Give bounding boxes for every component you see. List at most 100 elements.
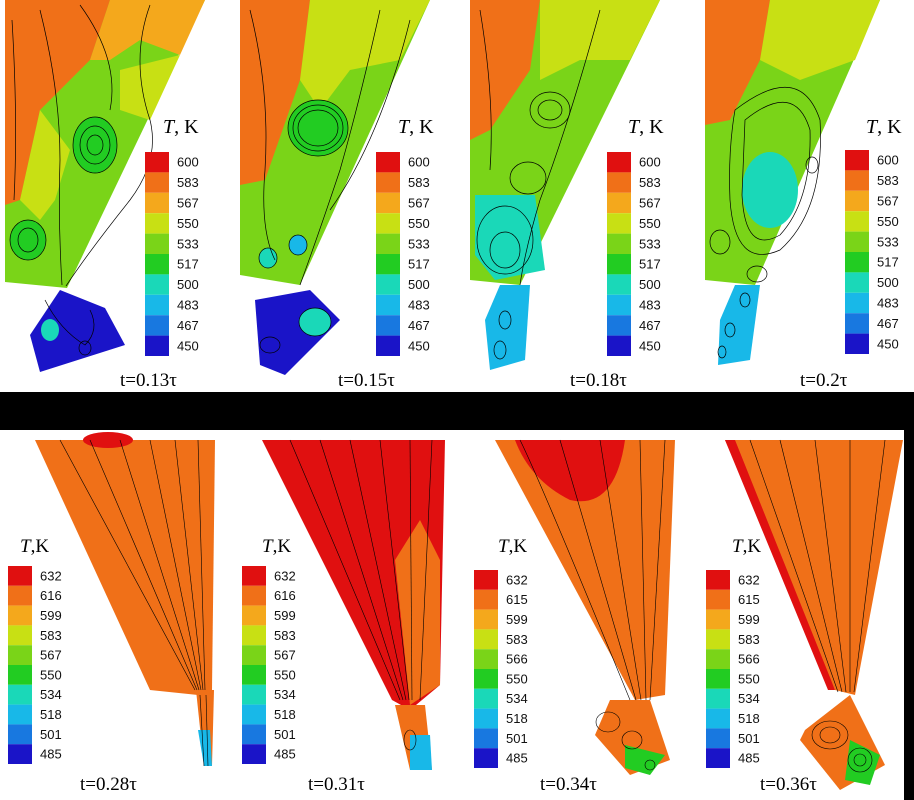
colorbar-tick-label: 616 — [274, 588, 296, 603]
colorbar-swatch — [376, 192, 400, 214]
top-legend-1-title: T, K — [163, 116, 199, 138]
colorbar-tick-label: 533 — [408, 236, 430, 251]
colorbar-swatch — [474, 629, 498, 650]
colorbar-tick-label: 567 — [40, 648, 62, 663]
top-legend-3-colorbar: 600 583 567 550 533 517 500 483 467 450 — [607, 152, 661, 356]
colorbar-tick-label: 467 — [639, 318, 661, 333]
colorbar-swatch — [706, 688, 730, 709]
colorbar-tick-label: 534 — [40, 687, 62, 702]
bottom-legend-1-colorbar: 632 616 599 583 567 550 534 518 501 485 — [8, 566, 62, 764]
colorbar-swatch — [242, 645, 266, 665]
colorbar-tick-label: 450 — [408, 338, 430, 353]
colorbar-swatch — [845, 272, 869, 293]
colorbar-tick-label: 450 — [877, 336, 899, 351]
colorbar-swatch — [376, 315, 400, 336]
colorbar-tick-label: 583 — [40, 628, 62, 643]
colorbar-tick-label: 632 — [738, 572, 760, 587]
svg-text:T, K: T, K — [398, 116, 434, 138]
colorbar-tick-label: 517 — [408, 257, 430, 272]
bottom-legend-3-colorbar: 632 615 599 583 566 550 534 518 501 485 — [474, 570, 528, 768]
svg-text:T,K: T,K — [262, 536, 291, 557]
colorbar-tick-label: 566 — [738, 652, 760, 667]
colorbar-swatch — [474, 748, 498, 768]
colorbar-swatch — [607, 192, 631, 214]
colorbar-swatch — [474, 669, 498, 689]
colorbar-tick-label: 483 — [177, 298, 199, 313]
colorbar-swatch — [845, 313, 869, 334]
colorbar-tick-label: 583 — [877, 173, 899, 188]
colorbar-swatch — [845, 170, 869, 191]
colorbar-swatch — [8, 744, 32, 764]
colorbar-tick-label: 467 — [177, 318, 199, 333]
svg-text:T,K: T,K — [732, 536, 761, 557]
colorbar-tick-label: 518 — [40, 707, 62, 722]
colorbar-swatch — [145, 254, 169, 275]
colorbar-swatch — [474, 688, 498, 709]
colorbar-swatch — [607, 172, 631, 193]
colorbar-tick-label: 500 — [877, 275, 899, 290]
colorbar-swatch — [474, 589, 498, 610]
colorbar-tick-label: 632 — [40, 568, 62, 583]
colorbar-swatch — [8, 605, 32, 626]
bottom-panel-2: T,K 632 616 599 583 567 550 534 518 501 485 t=0.3… — [242, 439, 445, 795]
top-panel-1-nozzle — [30, 290, 125, 372]
colorbar-swatch — [706, 649, 730, 669]
top-panel-1-streamlines — [9, 4, 153, 356]
row-separator — [0, 392, 914, 430]
colorbar-swatch — [376, 274, 400, 295]
colorbar-swatch — [706, 629, 730, 650]
colorbar-swatch — [145, 274, 169, 295]
colorbar-swatch — [607, 152, 631, 173]
colorbar-swatch — [145, 152, 169, 173]
bottom-panel-4-time-label: t=0.36τ — [760, 774, 817, 795]
colorbar-swatch — [242, 744, 266, 764]
colorbar-tick-label: 550 — [506, 671, 528, 686]
bottom-panel-1: T,K 632 616 599 583 567 550 534 518 501 485 t=0.2… — [8, 432, 215, 795]
colorbar-swatch — [845, 211, 869, 232]
colorbar-tick-label: 632 — [506, 572, 528, 587]
colorbar-swatch — [474, 708, 498, 729]
colorbar-tick-label: 517 — [177, 257, 199, 272]
colorbar-swatch — [845, 333, 869, 354]
colorbar-tick-label: 485 — [738, 751, 760, 766]
top-panel-1: T, K 600 583 567 550 533 517 500 483 467 450 t=0.… — [5, 0, 205, 391]
colorbar-tick-label: 533 — [177, 236, 199, 251]
colorbar-swatch — [145, 172, 169, 193]
colorbar-tick-label: 534 — [738, 691, 760, 706]
bottom-panel-4: T,K 632 615 599 583 566 550 534 518 501 485 t=0.3… — [706, 439, 903, 795]
colorbar-tick-label: 483 — [639, 298, 661, 313]
colorbar-swatch — [145, 335, 169, 356]
colorbar-tick-label: 550 — [177, 216, 199, 231]
colorbar-swatch — [376, 294, 400, 316]
colorbar-swatch — [376, 152, 400, 173]
colorbar-tick-label: 550 — [40, 667, 62, 682]
colorbar-swatch — [845, 231, 869, 252]
colorbar-swatch — [607, 294, 631, 316]
bottom-panel-1-time-label: t=0.28τ — [80, 774, 137, 795]
colorbar-tick-label: 583 — [274, 628, 296, 643]
colorbar-swatch — [242, 704, 266, 725]
colorbar-tick-label: 550 — [738, 671, 760, 686]
colorbar-swatch — [607, 213, 631, 234]
colorbar-swatch — [376, 213, 400, 234]
colorbar-tick-label: 533 — [639, 236, 661, 251]
colorbar-tick-label: 599 — [738, 612, 760, 627]
colorbar-tick-label: 517 — [639, 257, 661, 272]
colorbar-swatch — [474, 609, 498, 630]
colorbar-tick-label: 583 — [639, 175, 661, 190]
colorbar-tick-label: 583 — [177, 175, 199, 190]
colorbar-tick-label: 632 — [274, 568, 296, 583]
colorbar-swatch — [474, 649, 498, 669]
colorbar-swatch — [706, 570, 730, 590]
svg-text:T, K: T, K — [628, 116, 664, 138]
colorbar-swatch — [242, 585, 266, 606]
colorbar-swatch — [706, 589, 730, 610]
colorbar-tick-label: 600 — [639, 155, 661, 170]
colorbar-swatch — [8, 585, 32, 606]
colorbar-swatch — [376, 233, 400, 254]
colorbar-swatch — [376, 254, 400, 275]
bottom-panel-3-time-label: t=0.34τ — [540, 774, 597, 795]
top-panel-4: T, K 600 583 567 550 533 517 500 483 467 450 t=0.… — [705, 0, 902, 391]
colorbar-tick-label: 534 — [274, 687, 296, 702]
